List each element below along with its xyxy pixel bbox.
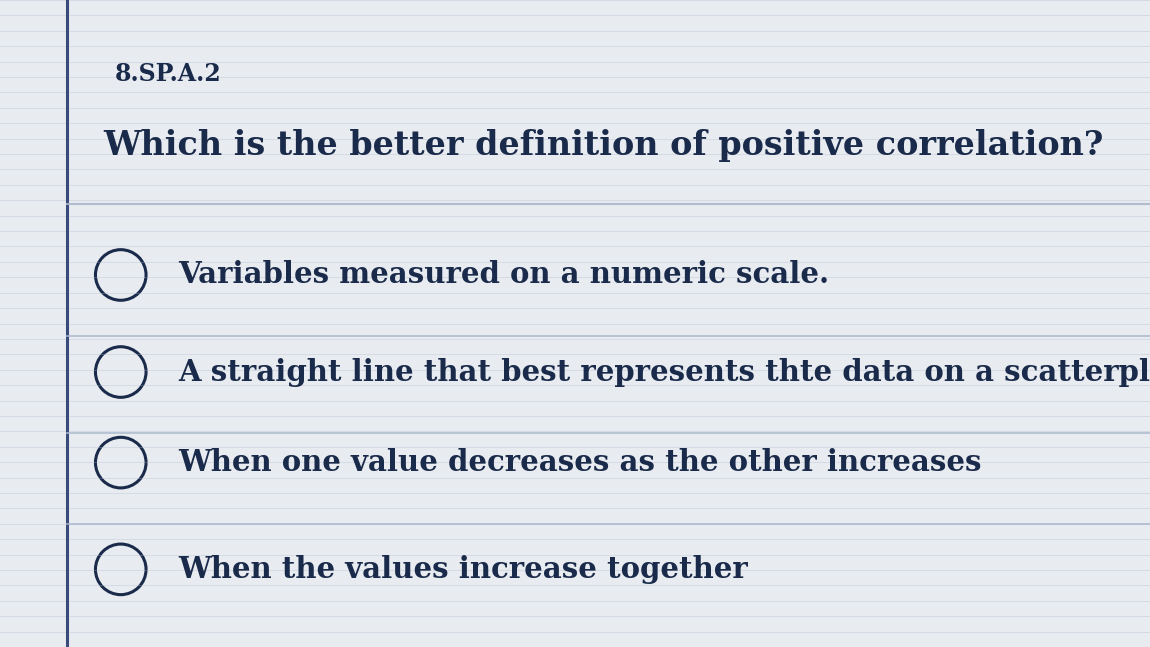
Text: When the values increase together: When the values increase together xyxy=(178,555,748,584)
Text: When one value decreases as the other increases: When one value decreases as the other in… xyxy=(178,448,982,477)
Text: A straight line that best represents thte data on a scatterplot.: A straight line that best represents tht… xyxy=(178,358,1150,386)
Text: Variables measured on a numeric scale.: Variables measured on a numeric scale. xyxy=(178,261,829,289)
Text: 8.SP.A.2: 8.SP.A.2 xyxy=(115,62,222,87)
Text: Which is the better definition of positive correlation?: Which is the better definition of positi… xyxy=(104,129,1104,162)
